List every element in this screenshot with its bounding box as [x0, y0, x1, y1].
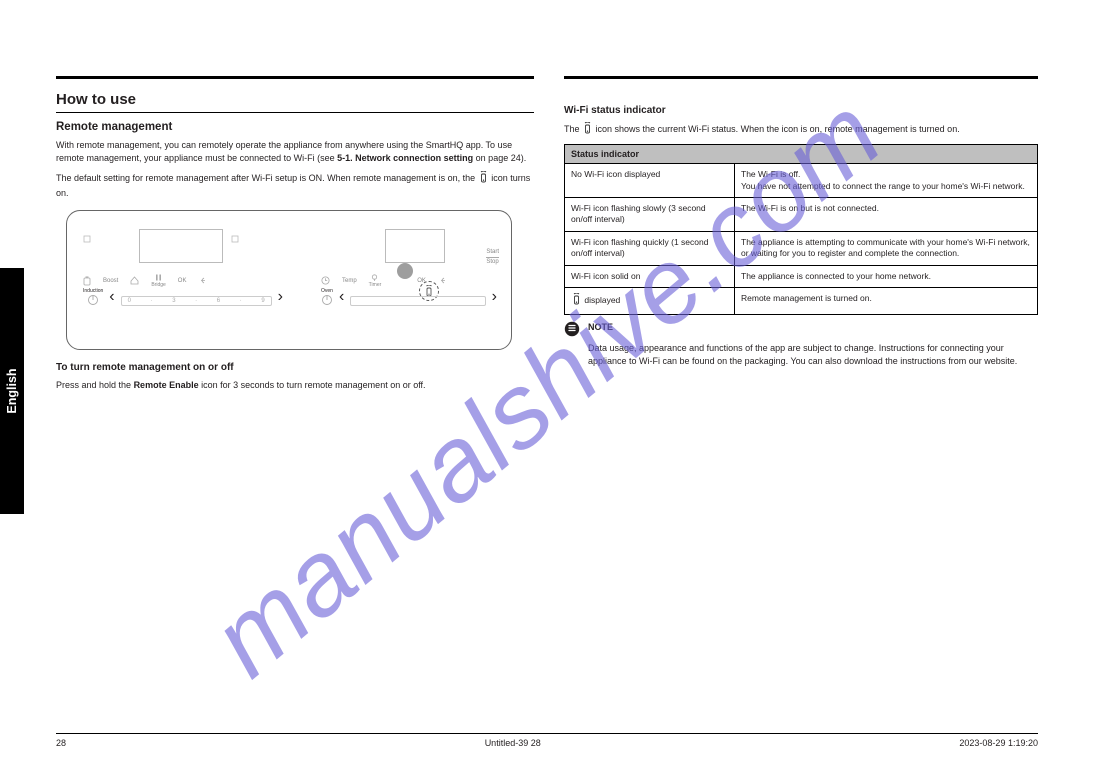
- footer-filename: Untitled-39 28: [485, 738, 541, 748]
- table-row: Wi-Fi icon flashing quickly (1 second on…: [565, 231, 1038, 265]
- bridge-label: Bridge: [151, 282, 165, 288]
- oven-panel: StartStop Temp Timer OK Oven ‹: [321, 229, 497, 306]
- column-top-rule: [56, 76, 534, 79]
- boost-label: Boost: [103, 278, 118, 284]
- wifi-status-heading: Wi-Fi status indicator: [564, 105, 1038, 116]
- remote-mgmt-heading: Remote management: [56, 121, 534, 133]
- induction-level-slider: 0· 3· 6· 9: [121, 296, 272, 306]
- control-panel-illustration: Boost Bridge OK Induction ‹ 0· 3· 6: [66, 210, 512, 350]
- oven-display: [385, 229, 445, 263]
- remote-enable-icon: [572, 293, 581, 308]
- zone-icon: [83, 235, 91, 243]
- zone-icon: [231, 235, 239, 243]
- remote-enable-icon: [583, 122, 592, 138]
- start-stop-label: StartStop: [486, 249, 499, 265]
- remote-mgmt-para1: With remote management, you can remotely…: [56, 139, 534, 165]
- timer-icon: [83, 276, 91, 286]
- language-tab: English: [0, 268, 24, 514]
- language-tab-label: English: [5, 368, 19, 413]
- induction-display: [139, 229, 223, 263]
- page-footer: 28 Untitled-39 28 2023-08-29 1:19:20: [56, 733, 1038, 748]
- table-row: Wi-Fi icon solid on The appliance is con…: [565, 265, 1038, 287]
- table-row: No Wi-Fi icon displayed The Wi-Fi is off…: [565, 164, 1038, 198]
- table-header: Status indicator: [565, 145, 1038, 164]
- induction-panel: Boost Bridge OK Induction ‹ 0· 3· 6: [83, 229, 283, 306]
- light-icon: [370, 273, 379, 282]
- section-underline: [56, 112, 534, 113]
- page-number: 28: [56, 738, 66, 748]
- ok-label: OK: [178, 278, 187, 284]
- power-icon: [87, 294, 99, 306]
- note-body: Data usage, appearance and functions of …: [588, 342, 1038, 368]
- clock-icon: [321, 276, 330, 285]
- oven-slider: [350, 296, 485, 306]
- power-icon: [321, 294, 333, 306]
- timer-label: Timer: [369, 282, 382, 288]
- remote-mgmt-para2: The default setting for remote managemen…: [56, 171, 534, 200]
- left-column: How to use Remote management With remote…: [56, 76, 534, 398]
- section-title: How to use: [56, 91, 534, 108]
- toggle-step: Press and hold the Remote Enable icon fo…: [56, 379, 534, 392]
- right-column: Wi-Fi status indicator The icon shows th…: [564, 76, 1038, 374]
- temp-label: Temp: [342, 278, 357, 284]
- ok-label-r: OK: [417, 278, 426, 284]
- footer-date: 2023-08-29 1:19:20: [959, 738, 1038, 748]
- pause-icon: [154, 273, 163, 282]
- table-row: displayed Remote management is turned on…: [565, 288, 1038, 314]
- home-icon: [130, 276, 139, 285]
- wifi-status-para: The icon shows the current Wi-Fi status.…: [564, 122, 1038, 138]
- table-row: Wi-Fi icon flashing slowly (3 second on/…: [565, 197, 1038, 231]
- status-indicator-table: Status indicator No Wi-Fi icon displayed…: [564, 144, 1038, 315]
- toggle-heading: To turn remote management on or off: [56, 362, 534, 373]
- note-block: NOTE: [564, 321, 1038, 342]
- note-label: NOTE: [588, 322, 613, 332]
- back-icon: [198, 276, 207, 285]
- remote-enable-icon: [479, 171, 488, 187]
- note-icon: [564, 321, 580, 342]
- back-icon: [438, 276, 447, 285]
